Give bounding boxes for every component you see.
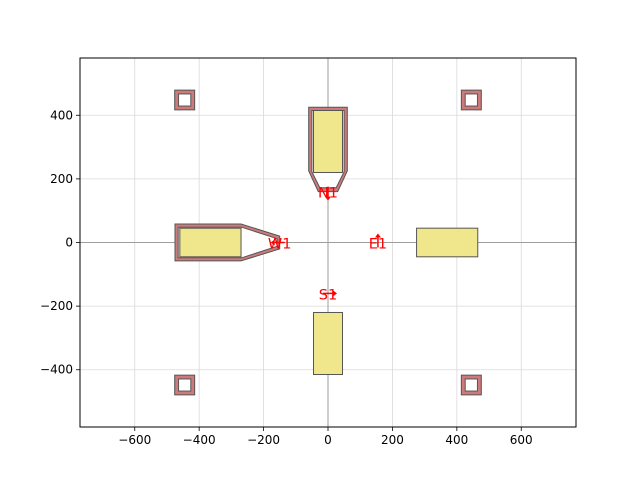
marker-ne-inner: [464, 93, 478, 107]
marker-sw-inner: [178, 378, 192, 392]
x-tick-label: −600: [118, 433, 151, 447]
port-label-layer: N1 S1 W1 E1: [268, 186, 387, 304]
plot-area: N1 S1 W1 E1: [80, 58, 576, 427]
pad-north: [313, 109, 343, 174]
shape-layer: [174, 89, 482, 396]
x-tick-label: 200: [381, 433, 404, 447]
port-label-E1: E1: [369, 237, 387, 253]
y-tick-label: −200: [40, 299, 73, 313]
port-arrowhead-W1: [270, 239, 275, 246]
x-tick-label: −200: [247, 433, 280, 447]
x-tick-label: −400: [183, 433, 216, 447]
y-tick-label: 200: [50, 172, 73, 186]
pad-south: [313, 311, 343, 376]
y-tick-label: −400: [40, 363, 73, 377]
pad-west: [179, 227, 242, 258]
port-label-N1: N1: [318, 186, 338, 202]
y-tick-label: 0: [65, 236, 73, 250]
marker-nw-inner: [178, 93, 192, 107]
port-arrowhead-N1: [325, 196, 331, 201]
port-arrowhead-S1: [333, 290, 337, 297]
tick-layer: −600 −400 −200 0 200 400 600 −400 −200 0 200 400: [40, 108, 533, 447]
marker-se-inner: [464, 378, 478, 392]
y-tick-label: 400: [50, 108, 73, 122]
pad-east: [416, 227, 479, 258]
x-tick-label: 0: [324, 433, 332, 447]
x-tick-label: 400: [445, 433, 468, 447]
x-tick-label: 600: [510, 433, 533, 447]
port-label-W1: W1: [268, 237, 292, 253]
port-arrowhead-E1: [374, 233, 381, 238]
port-label-S1: S1: [319, 287, 337, 303]
